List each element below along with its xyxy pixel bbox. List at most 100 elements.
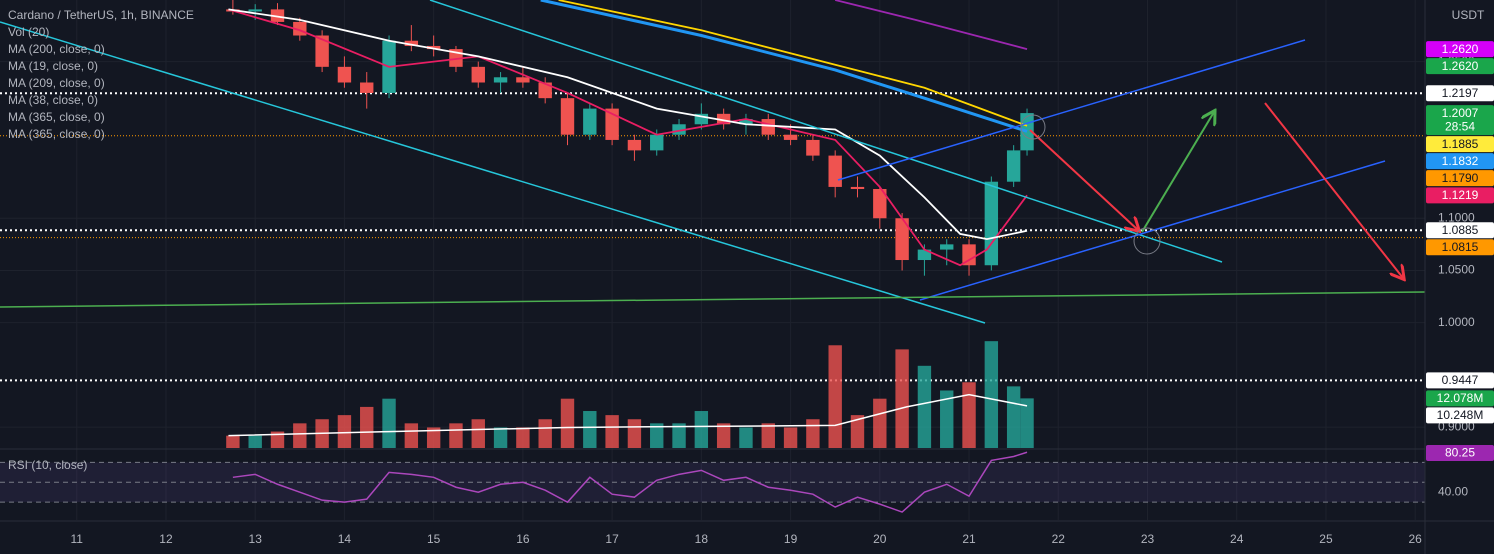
- price-label: 1.2197: [1442, 86, 1479, 100]
- volume-bar: [449, 423, 463, 448]
- volume-bar: [940, 390, 954, 448]
- volume-bar: [1006, 386, 1021, 448]
- x-tick-label: 14: [338, 532, 352, 546]
- price-label-bg: [1426, 105, 1494, 136]
- price-label-bg: [1426, 390, 1494, 407]
- legend-entry: MA (200, close, 0): [8, 42, 105, 56]
- legend-entry: MA (19, close, 0): [8, 59, 98, 73]
- legend-entry: MA (365, close, 0): [8, 127, 105, 141]
- candle-body: [783, 134, 798, 140]
- legend-entry: RSI (10, close): [8, 458, 87, 472]
- marker-circle: [1133, 227, 1161, 255]
- candle-body: [248, 9, 262, 12]
- candle-body: [471, 66, 485, 83]
- volume-bar: [471, 419, 485, 448]
- candle-body: [828, 155, 842, 187]
- x-tick-label: 19: [784, 532, 798, 546]
- price-label-bg: [1426, 239, 1494, 256]
- price-label-bg: [1426, 170, 1494, 187]
- ma-line: [228, 8, 1028, 241]
- support-line: [0, 291, 1425, 308]
- volume-bar: [739, 427, 753, 448]
- ma-line: [558, 0, 1028, 127]
- candle-body: [605, 108, 619, 140]
- x-tick-label: 24: [1230, 532, 1244, 546]
- price-label-bg: [1426, 407, 1494, 424]
- volume-bar: [806, 419, 820, 448]
- currency: USDT: [1452, 8, 1485, 22]
- volume-bar: [248, 435, 262, 448]
- x-tick-label: 21: [962, 532, 976, 546]
- legend-entry: MA (365, close, 0): [8, 110, 105, 124]
- candle-body: [1006, 150, 1021, 182]
- x-tick-label: 11: [71, 532, 84, 546]
- candle-body: [694, 113, 709, 125]
- volume-bar: [293, 423, 307, 448]
- price-label: 1.1832: [1442, 154, 1479, 168]
- candle-body: [940, 244, 954, 250]
- candle-body: [650, 134, 664, 151]
- volume-bar: [828, 345, 842, 448]
- legend-entry: MA (209, close, 0): [8, 76, 105, 90]
- candle-body: [739, 119, 753, 125]
- candle-body: [360, 82, 374, 93]
- candle-body: [627, 139, 642, 151]
- candle-body: [493, 77, 508, 83]
- volume-bar: [962, 382, 976, 448]
- price-label-bg: [1426, 222, 1494, 239]
- price-label-bg: [1426, 85, 1494, 102]
- legend-entry: Vol (20): [8, 25, 49, 39]
- candle-body: [315, 35, 329, 67]
- price-label-bg: [1426, 41, 1494, 58]
- candle-body: [850, 186, 865, 190]
- ma-line: [228, 8, 1028, 267]
- volume-bar: [538, 419, 552, 448]
- price-label-bg: [1426, 445, 1494, 461]
- volume-bar: [226, 435, 240, 448]
- candle-body: [404, 40, 419, 46]
- volume-bar: [694, 411, 709, 448]
- price-label-bg: [1426, 187, 1494, 204]
- drawings: [0, 0, 1425, 324]
- x-tick-label: 17: [605, 532, 619, 546]
- volume-bar: [605, 415, 619, 448]
- volume-bar: [650, 423, 664, 448]
- volume-bar: [404, 423, 419, 448]
- x-tick-label: 22: [1052, 532, 1066, 546]
- volume-bar: [337, 415, 352, 448]
- y-tick-label: 1.1000: [1438, 210, 1475, 224]
- volume-bar: [516, 427, 530, 448]
- x-tick-label: 16: [516, 532, 530, 546]
- candle-body: [962, 244, 976, 266]
- price-label-bg: [1426, 58, 1494, 75]
- x-tick-label: 12: [159, 532, 173, 546]
- price-label: 1.2620: [1442, 42, 1479, 56]
- x-tick-label: 20: [873, 532, 887, 546]
- price-label: 1.1219: [1442, 188, 1479, 202]
- volume-bar: [426, 427, 441, 448]
- price-label-bg: [1426, 372, 1494, 389]
- trend-line: [0, 21, 986, 324]
- countdown: 28:54: [1445, 119, 1475, 133]
- price-label: 1.2620: [1442, 59, 1479, 73]
- candle-body: [917, 249, 932, 261]
- volume-bar: [627, 419, 642, 448]
- legend-entry: MA (38, close, 0): [8, 93, 98, 107]
- marker-circle: [1020, 114, 1046, 140]
- y-tick-label: 1.0500: [1438, 263, 1475, 277]
- volume-bar: [917, 365, 932, 448]
- candle-body: [538, 82, 552, 99]
- x-tick-label: 18: [695, 532, 709, 546]
- price-label: 12.078M: [1437, 391, 1484, 405]
- price-label-bg: [1426, 136, 1494, 153]
- trend-line: [429, 0, 1223, 263]
- candle-body: [672, 124, 686, 135]
- volume-bar: [1020, 398, 1034, 448]
- ma-line: [834, 0, 1028, 50]
- volume-bar: [382, 398, 396, 448]
- y-tick-label: 1.0000: [1438, 315, 1475, 329]
- arrow: [1141, 112, 1214, 233]
- volume-bar: [783, 427, 798, 448]
- volume-bar: [672, 423, 686, 448]
